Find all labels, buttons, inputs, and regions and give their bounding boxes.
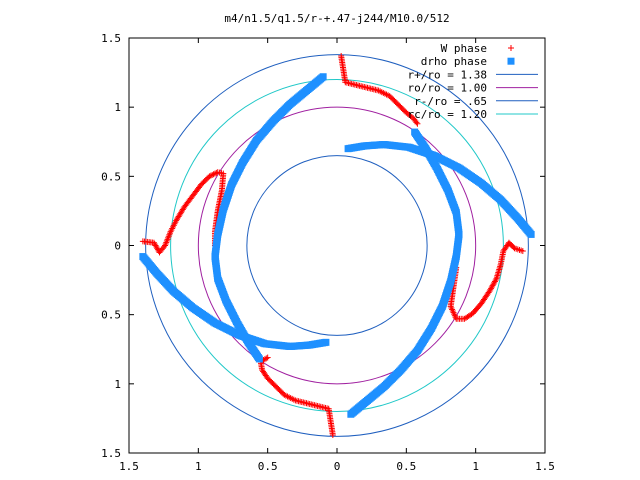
chart-title: m4/n1.5/q1.5/r-+.47-j244/M10.0/512 (224, 12, 449, 25)
axes: 1.5 1 0.5 0 0.5 1 1.51.510.500.511.5 (101, 32, 555, 473)
data-point (344, 145, 352, 153)
reference-circles (145, 54, 529, 437)
y-tick-label: 1.5 (101, 447, 121, 460)
data-point (210, 171, 217, 178)
legend-entry: r-/ro = .65 (414, 95, 538, 108)
y-tick-label: 0.5 (101, 170, 121, 183)
data-point (462, 314, 469, 321)
x-tick-label: 0.5 (258, 460, 278, 473)
legend-entry: ro/ro = 1.00 (408, 82, 538, 95)
data-point (211, 170, 218, 177)
legend-label: drho phase (421, 55, 487, 68)
legend-entry: drho phase (421, 55, 515, 68)
data-point (206, 173, 213, 180)
y-tick-label: 0.5 (101, 309, 121, 322)
data-point (209, 171, 216, 178)
y-tick-label: 1.5 (101, 32, 121, 45)
data-point (260, 368, 267, 375)
legend-marker-swatch (507, 57, 515, 65)
data-series (139, 52, 535, 439)
data-point (322, 338, 330, 346)
circle-r+ (145, 54, 529, 437)
y-tick-label: 1 (114, 101, 121, 114)
x-tick-label: 1 (195, 460, 202, 473)
legend-label: ro/ro = 1.00 (408, 82, 487, 95)
data-point (207, 172, 214, 179)
legend-label: r-/ro = .65 (414, 95, 487, 108)
data-point (411, 128, 419, 136)
data-point (264, 354, 271, 361)
legend-marker-swatch (508, 45, 514, 51)
legend-label: r+/ro = 1.38 (408, 68, 487, 81)
legend-entry: W phase (441, 42, 514, 55)
legend-entry: rc/ro = 1.20 (408, 108, 538, 121)
data-point (414, 120, 421, 127)
circle-ro (197, 106, 477, 385)
x-tick-label: 1 (472, 460, 479, 473)
data-point (255, 355, 263, 363)
x-tick-label: 1.5 (119, 460, 139, 473)
y-tick-label: 1 (114, 378, 121, 391)
x-tick-label: 0.5 (396, 460, 416, 473)
data-point (263, 355, 270, 362)
x-tick-label: 1.5 (535, 460, 555, 473)
circle-rc (170, 79, 504, 412)
data-point (501, 246, 508, 253)
legend-label: rc/ro = 1.20 (408, 108, 487, 121)
legend-entry: r+/ro = 1.38 (408, 68, 538, 81)
x-tick-label: 0 (334, 460, 341, 473)
legend-label: W phase (441, 42, 487, 55)
y-tick-label: 0 (114, 240, 121, 253)
data-point (413, 119, 420, 126)
series-drho-phase (139, 73, 535, 418)
circle-r- (246, 155, 428, 336)
